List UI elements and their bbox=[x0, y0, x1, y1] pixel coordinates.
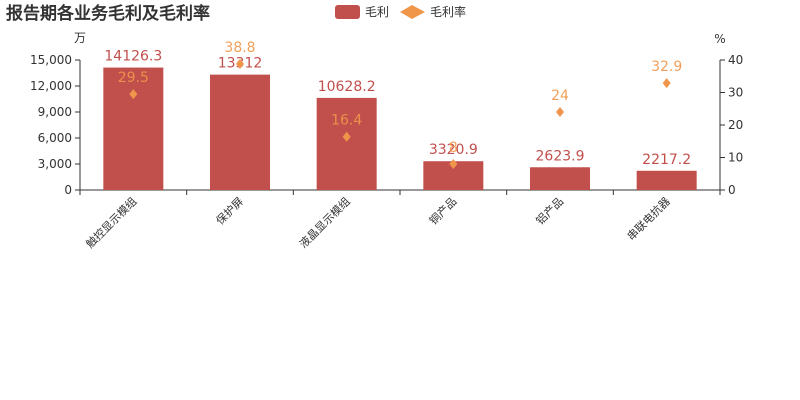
legend-label: 毛利 bbox=[365, 5, 389, 19]
bar-value-label: 2217.2 bbox=[642, 152, 691, 168]
bar-value-label: 10628.2 bbox=[318, 79, 376, 95]
bar-value-label: 14126.3 bbox=[104, 49, 162, 65]
rate-value-label: 8 bbox=[449, 140, 458, 156]
rate-marker bbox=[449, 159, 458, 169]
bar bbox=[316, 97, 377, 190]
x-tick-label: 保护屏 bbox=[213, 194, 246, 227]
rate-marker bbox=[662, 78, 671, 89]
rate-value-label: 16.4 bbox=[331, 113, 362, 129]
rate-value-label: 38.8 bbox=[224, 40, 255, 56]
y-tick-label: 0 bbox=[64, 183, 72, 197]
rate-value-label: 29.5 bbox=[118, 70, 149, 86]
rate-marker bbox=[129, 89, 138, 100]
rate-value-label: 24 bbox=[551, 88, 569, 104]
x-tick-label: 串联电抗器 bbox=[624, 194, 673, 243]
legend-swatch bbox=[335, 5, 360, 19]
chart-title: 报告期各业务毛利及毛利率 bbox=[6, 3, 210, 24]
y2-tick-label: 20 bbox=[728, 118, 743, 132]
rate-marker bbox=[342, 131, 351, 142]
y-tick-label: 3,000 bbox=[38, 157, 72, 171]
y-axis-label: 万 bbox=[74, 31, 86, 45]
legend-label: 毛利率 bbox=[430, 4, 466, 19]
y-tick-label: 9,000 bbox=[38, 105, 72, 119]
y-tick-label: 6,000 bbox=[38, 131, 72, 145]
y-tick-label: 15,000 bbox=[30, 53, 72, 67]
bar bbox=[210, 74, 270, 190]
y2-axis-label: % bbox=[714, 32, 725, 46]
rate-value-label: 32.9 bbox=[651, 59, 682, 75]
bar bbox=[530, 167, 590, 190]
rate-marker bbox=[236, 58, 244, 69]
bar-value-label: 2623.9 bbox=[536, 148, 585, 164]
y2-tick-label: 10 bbox=[728, 151, 743, 165]
bar bbox=[103, 67, 164, 190]
y2-tick-label: 30 bbox=[728, 86, 743, 100]
bar bbox=[636, 170, 697, 190]
x-tick-label: 铜产品 bbox=[426, 194, 459, 227]
y2-tick-label: 0 bbox=[728, 183, 736, 197]
y2-tick-label: 40 bbox=[728, 53, 743, 67]
x-tick-label: 液晶显示模组 bbox=[296, 194, 353, 251]
rate-marker bbox=[556, 107, 564, 117]
y-tick-label: 12,000 bbox=[30, 79, 72, 93]
bar-value-label: 3320.9 bbox=[429, 142, 478, 158]
x-tick-label: 触控显示模组 bbox=[83, 194, 140, 251]
legend-swatch bbox=[400, 5, 425, 19]
x-tick-label: 铝产品 bbox=[533, 194, 566, 227]
